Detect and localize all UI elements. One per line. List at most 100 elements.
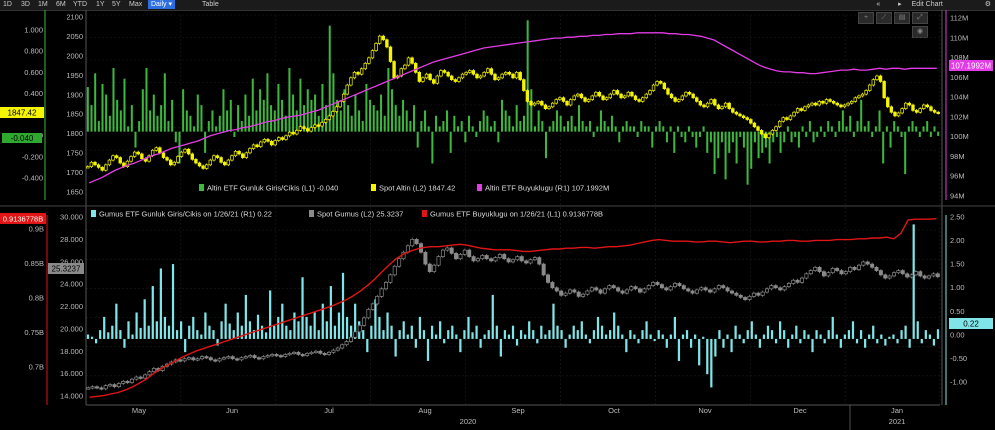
- silver-flow-bar-88: [443, 338, 446, 344]
- silver-flow-bars: [86, 224, 940, 388]
- gold-price-candle-14: [136, 151, 140, 155]
- silver-price-candle-90: [480, 255, 485, 260]
- silver-flow-bar-138: [645, 321, 648, 339]
- gold-price-candle-228: [907, 102, 912, 106]
- gold-flow-bar-147: [625, 121, 628, 132]
- gold-flow-bar-83: [391, 89, 394, 132]
- silver-price-candle-192: [927, 275, 932, 279]
- silver-left1-tick-1: 0.85B: [24, 259, 44, 268]
- silver-price-candle-44: [278, 355, 283, 358]
- gold-price-candle-68: [331, 111, 335, 117]
- gold-flow-bar-56: [292, 94, 295, 132]
- gold-flow-bar-14: [138, 121, 141, 132]
- silver-flow-bar-159: [730, 338, 733, 353]
- gold-flow-bar-70: [343, 89, 346, 132]
- gold-price-candle-236: [936, 111, 940, 114]
- silver-flow-bar-185: [835, 334, 838, 339]
- gold-price-candle-84: [388, 46, 393, 62]
- gear-icon[interactable]: ⚙: [984, 1, 991, 8]
- range-3d-button[interactable]: 3D: [21, 1, 30, 8]
- frequency-dropdown[interactable]: Daily ▾: [148, 0, 176, 9]
- range-ytd-button[interactable]: YTD: [73, 1, 87, 8]
- silver-price-candle-37: [248, 355, 253, 358]
- gold-flow-bar-75: [361, 121, 364, 132]
- zoom-tool-icon[interactable]: ⤢: [912, 12, 928, 24]
- silver-price-candle-40: [261, 356, 266, 360]
- gold-price-candle-124: [532, 102, 537, 106]
- gold-flow-bar-19: [156, 115, 159, 132]
- silver-right-ticks: 2.50 2.00 1.50 1.00 0.50 0.00 -0.50 -1.00: [950, 213, 967, 387]
- silver-flow-bar-29: [204, 312, 207, 339]
- x-axis: May Jun Jul Aug Sep Oct Nov Dec Jan 2020 2021: [86, 404, 940, 430]
- x-month-label-5: Oct: [608, 406, 621, 415]
- gold-flow-bar-33: [207, 121, 210, 132]
- gold-left1-tick-7: -0.400: [22, 174, 43, 183]
- gold-price-candle-118: [511, 73, 515, 79]
- silver-price-candle-23: [186, 357, 191, 360]
- silver-flow-bar-0: [86, 334, 90, 339]
- edit-chart-caret-icon: ▸: [898, 1, 904, 8]
- range-5y-button[interactable]: 5Y: [112, 1, 121, 8]
- silver-flow-bar-3: [99, 330, 102, 339]
- range-max-button[interactable]: Max: [129, 1, 143, 8]
- silver-price-candle-143: [712, 288, 717, 293]
- gold-price-candle-196: [792, 111, 796, 117]
- silver-price-candle-62: [357, 325, 362, 333]
- gold-flow-bar-149: [632, 126, 635, 132]
- gold-price-candle-168: [691, 93, 695, 99]
- gold-flow-bar-125: [544, 131, 547, 159]
- gold-right-tick-4: 104M: [950, 93, 969, 102]
- gold-flow-bar-40: [233, 131, 236, 137]
- silver-price-candle-53: [318, 350, 323, 354]
- gold-flow-bar-171: [713, 131, 716, 175]
- draw-tool-icon[interactable]: ⟋: [876, 12, 892, 24]
- silver-flow-bar-90: [451, 325, 454, 339]
- silver-price-candle-183: [887, 275, 892, 279]
- gold-price-candle-169: [695, 97, 699, 102]
- range-1y-button[interactable]: 1Y: [96, 1, 105, 8]
- silver-flow-bar-192: [864, 338, 867, 348]
- table-button[interactable]: Table: [202, 1, 219, 8]
- gold-price-candle-199: [803, 106, 807, 111]
- silver-price-candle-27: [204, 356, 209, 359]
- silver-price-candle-169: [826, 272, 831, 277]
- silver-flow-bar-19: [163, 316, 167, 339]
- gold-flow-bar-136: [585, 126, 588, 132]
- gold-flow-bar-215: [874, 126, 877, 132]
- silver-flow-bar-53: [301, 277, 304, 339]
- gold-flow-bar-182: [753, 131, 756, 143]
- silver-left2-tick-7: 16.000: [60, 369, 83, 378]
- silver-flow-bar-178: [807, 334, 810, 339]
- gold-flow-bar-106: [475, 131, 478, 137]
- silver-flow-bar-198: [888, 336, 891, 339]
- snapshot-tool-icon[interactable]: ◉: [912, 26, 928, 38]
- gold-price-candle-50: [266, 139, 270, 142]
- gold-flow-bar-141: [603, 121, 606, 132]
- gold-flow-bar-151: [640, 121, 643, 132]
- range-6m-button[interactable]: 6M: [56, 1, 66, 8]
- gold-flow-bar-217: [882, 131, 885, 164]
- gold-price-candle-97: [435, 75, 440, 84]
- silver-flow-bar-182: [823, 338, 826, 344]
- silver-flow-bar-175: [795, 325, 798, 339]
- silver-flow-bar-63: [341, 272, 345, 339]
- silver-left1-tick-0: 0.9B: [29, 225, 44, 234]
- gold-price-candle-211: [846, 102, 850, 106]
- silver-price-candle-186: [900, 270, 905, 275]
- silver-flow-bar-61: [333, 325, 337, 339]
- gold-price-last-badge: [0, 107, 44, 118]
- collapse-icon[interactable]: «: [876, 1, 881, 8]
- silver-flow-bar-39: [244, 294, 247, 339]
- silver-flow-bar-70: [370, 325, 373, 339]
- gold-flow-bar-59: [303, 105, 306, 132]
- gold-price-candle-107: [471, 70, 476, 75]
- edit-chart-button[interactable]: ▸ Edit Chart: [890, 1, 945, 8]
- silver-flow-bar-156: [718, 330, 721, 339]
- silver-price-candle-0: [86, 387, 91, 390]
- gold-flow-bar-91: [420, 121, 423, 132]
- range-1m-button[interactable]: 1M: [38, 1, 48, 8]
- range-1d-button[interactable]: 1D: [3, 1, 12, 8]
- gold-price-candle-158: [655, 81, 659, 86]
- gold-flow-bar-176: [731, 131, 734, 143]
- gold-price-candle-123: [529, 101, 533, 106]
